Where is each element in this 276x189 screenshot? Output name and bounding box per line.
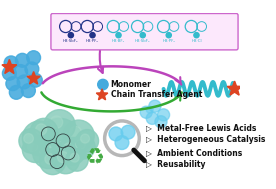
Polygon shape [27,72,40,84]
Circle shape [116,33,121,38]
Circle shape [39,144,51,156]
Text: ▷  Reusability: ▷ Reusability [146,160,206,169]
Polygon shape [2,59,17,74]
Circle shape [76,130,99,152]
Text: HB·PF₆: HB·PF₆ [86,39,99,43]
Circle shape [22,136,48,163]
Circle shape [98,79,108,90]
Circle shape [81,134,90,143]
Text: ♻: ♻ [84,148,104,168]
Circle shape [24,134,33,143]
Circle shape [115,136,129,149]
Circle shape [69,126,82,139]
Text: HB·SbF₆: HB·SbF₆ [135,39,150,43]
Text: Monomer: Monomer [111,80,152,89]
Circle shape [66,149,88,171]
Circle shape [121,125,135,139]
Text: HB·PF₆: HB·PF₆ [162,39,175,43]
Circle shape [28,142,38,152]
Circle shape [33,137,64,169]
Circle shape [71,135,95,159]
Circle shape [28,73,42,87]
Circle shape [45,154,55,164]
Circle shape [37,118,82,163]
Circle shape [4,56,18,70]
Circle shape [70,153,79,162]
Circle shape [146,106,153,113]
Circle shape [22,121,57,156]
Circle shape [17,75,31,89]
Circle shape [14,65,28,78]
Circle shape [58,137,86,165]
Circle shape [25,62,39,76]
Circle shape [44,110,75,141]
Circle shape [146,112,158,124]
Circle shape [68,33,73,38]
Circle shape [63,143,75,154]
Polygon shape [227,81,242,95]
Circle shape [36,124,47,135]
Circle shape [15,53,29,67]
Circle shape [22,84,35,98]
Circle shape [57,152,68,163]
Circle shape [158,109,170,121]
Circle shape [90,33,95,38]
Text: HB·Cl: HB·Cl [191,39,202,43]
Circle shape [194,33,199,38]
Text: HB·BF₄: HB·BF₄ [112,39,125,43]
Circle shape [27,51,41,65]
Text: ▷  Metal-Free Lewis Acids: ▷ Metal-Free Lewis Acids [146,123,257,132]
Circle shape [109,127,123,141]
Circle shape [19,129,43,153]
Polygon shape [96,89,108,100]
Circle shape [140,106,152,118]
Circle shape [6,77,20,91]
Circle shape [52,146,79,174]
Circle shape [105,121,139,156]
Circle shape [76,140,85,149]
Circle shape [149,100,161,112]
Circle shape [50,116,63,128]
Circle shape [40,149,66,175]
Text: ▷  Ambient Conditions: ▷ Ambient Conditions [146,148,243,157]
Circle shape [9,85,23,99]
Circle shape [2,66,16,80]
Circle shape [46,127,64,145]
Circle shape [155,116,167,128]
Text: Chain Transfer Agent: Chain Transfer Agent [111,90,202,99]
Circle shape [63,120,94,151]
Circle shape [140,33,145,38]
Text: HB·SbF₆: HB·SbF₆ [63,39,79,43]
Text: ▷  Heterogeneous Catalysis: ▷ Heterogeneous Catalysis [146,136,266,144]
Circle shape [30,118,58,146]
Circle shape [29,128,43,142]
Circle shape [166,33,171,38]
FancyBboxPatch shape [51,13,238,50]
